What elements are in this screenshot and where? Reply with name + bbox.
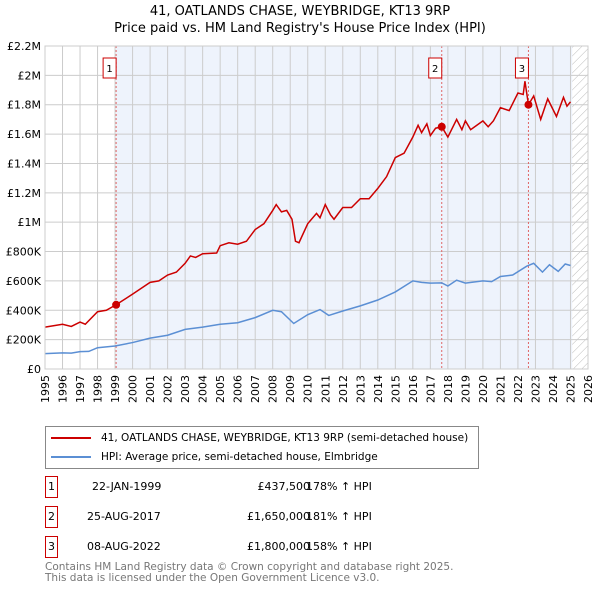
title-line-1: 41, OATLANDS CHASE, WEYBRIDGE, KT13 9RP	[149, 4, 451, 19]
title-line-2: Price paid vs. HM Land Registry's House …	[114, 21, 486, 36]
x-tick-label: 1999	[109, 375, 122, 403]
sale-hpi: 158% ↑ HPI	[306, 540, 372, 553]
x-tick-label: 2005	[214, 375, 227, 403]
sale-marker-box: 2	[45, 506, 58, 528]
sale-marker-box: 3	[45, 536, 58, 558]
y-tick-label: £1.2M	[7, 187, 41, 200]
x-tick-label: 2001	[144, 375, 157, 403]
legend-label: 41, OATLANDS CHASE, WEYBRIDGE, KT13 9RP …	[101, 432, 469, 444]
footer: Contains HM Land Registry data © Crown c…	[45, 562, 453, 584]
x-tick-label: 2026	[582, 375, 595, 403]
y-tick-label: £1.6M	[7, 128, 41, 141]
x-tick-label: 2018	[442, 375, 455, 403]
sale-row: 2 25-AUG-2017 £1,650,000 181% ↑ HPI	[45, 506, 445, 528]
y-tick-label: £800K	[6, 246, 42, 259]
x-tick-label: 2023	[529, 375, 542, 403]
x-tick-label: 2008	[267, 375, 280, 403]
sale-point	[437, 122, 446, 131]
plot-border	[44, 45, 589, 370]
property-price-line	[44, 81, 572, 328]
footer-line-2: This data is licensed under the Open Gov…	[45, 572, 380, 584]
x-tick-label: 2024	[547, 375, 560, 403]
hpi-line	[44, 262, 571, 355]
legend-swatch-red	[51, 437, 91, 439]
x-tick-label: 2022	[512, 375, 525, 403]
y-tick-label: £1.8M	[7, 99, 41, 112]
x-tick-label: 2009	[284, 375, 297, 403]
x-tick-label: 1997	[74, 375, 87, 403]
x-tick-label: 2021	[494, 375, 507, 403]
future-hatch	[572, 46, 588, 369]
sale-price: £1,800,000	[247, 540, 310, 553]
x-tick-label: 1995	[39, 375, 52, 403]
footer-line-1: Contains HM Land Registry data © Crown c…	[45, 561, 454, 573]
sale-row: 1 22-JAN-1999 £437,500 178% ↑ HPI	[45, 476, 445, 498]
sale-marker-box	[428, 57, 443, 79]
sale-marker-box: 1	[45, 476, 58, 498]
legend: 41, OATLANDS CHASE, WEYBRIDGE, KT13 9RP …	[45, 426, 479, 469]
chart-title: 41, OATLANDS CHASE, WEYBRIDGE, KT13 9RP …	[0, 3, 600, 37]
x-tick-label: 1998	[92, 375, 105, 403]
sale-marker-label: 2	[432, 64, 438, 75]
price-chart: 1995 1996 1997 1998 1999 2000 2001 2002 2003 2004…	[6, 40, 595, 403]
legend-item-property: 41, OATLANDS CHASE, WEYBRIDGE, KT13 9RP …	[51, 432, 468, 444]
x-tick-label: 2014	[372, 375, 385, 403]
x-tick-label: 2004	[197, 375, 210, 403]
y-tick-label: £1.4M	[7, 157, 41, 170]
y-tick-label: £600K	[6, 275, 42, 288]
sale-hpi: 181% ↑ HPI	[306, 510, 372, 523]
x-tick-label: 2016	[407, 375, 420, 403]
sale-marker-label: 3	[519, 64, 525, 75]
sale-row: 3 08-AUG-2022 £1,800,000 158% ↑ HPI	[45, 536, 445, 558]
sale-marker-box	[102, 57, 117, 79]
x-tick-label: 2003	[179, 375, 192, 403]
x-tick-label: 2006	[232, 375, 245, 403]
x-tick-label: 2019	[459, 375, 472, 403]
x-tick-label: 2011	[319, 375, 332, 403]
sale-hpi: 178% ↑ HPI	[306, 480, 372, 493]
x-tick-label: 2000	[127, 375, 140, 403]
x-tick-label: 2012	[337, 375, 350, 403]
x-tick-label: 1996	[57, 375, 70, 403]
legend-swatch-blue	[51, 456, 91, 458]
sale-price: £1,650,000	[247, 510, 310, 523]
sale-marker-label: 1	[106, 64, 112, 75]
x-tick-label: 2015	[389, 375, 402, 403]
sale-date: 25-AUG-2017	[87, 510, 161, 523]
x-tick-label: 2007	[249, 375, 262, 403]
x-tick-label: 2017	[424, 375, 437, 403]
x-tick-label: 2010	[302, 375, 315, 403]
x-tick-label: 2013	[354, 375, 367, 403]
sale-price: £437,500	[257, 480, 311, 493]
x-tick-label: 2025	[564, 375, 577, 403]
y-tick-label: £2.2M	[7, 40, 41, 53]
x-tick-label: 2020	[477, 375, 490, 403]
y-tick-label: £1M	[18, 216, 42, 229]
sale-date: 08-AUG-2022	[87, 540, 161, 553]
legend-label: HPI: Average price, semi-detached house,…	[101, 451, 378, 463]
y-tick-label: £0	[27, 363, 41, 376]
sale-marker-box	[514, 57, 529, 79]
y-tick-label: £400K	[6, 304, 42, 317]
y-tick-label: £200K	[6, 334, 42, 347]
x-tick-label: 2002	[162, 375, 175, 403]
y-tick-label: £2M	[18, 69, 42, 82]
sale-point	[524, 100, 533, 109]
legend-item-hpi: HPI: Average price, semi-detached house,…	[51, 451, 378, 463]
sale-date: 22-JAN-1999	[92, 480, 162, 493]
sale-point	[112, 300, 121, 309]
